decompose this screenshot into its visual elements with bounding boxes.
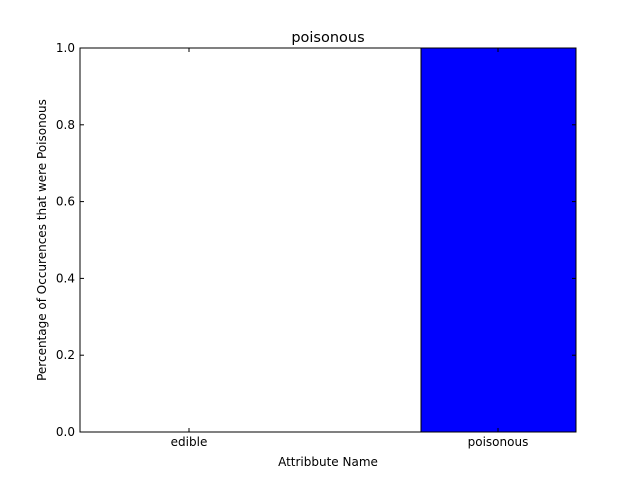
y-tick-label: 0.8 [56,118,75,132]
x-axis: edible poisonous [171,48,529,449]
y-tick-label: 0.2 [56,348,75,362]
bar-poisonous [420,47,577,433]
y-tick-label: 0.6 [56,195,75,209]
bars-layer [420,47,577,433]
x-tick-label-edible: edible [171,435,208,449]
y-tick-label: 1.0 [56,41,75,55]
chart-title: poisonous [291,30,364,46]
y-tick-label: 0.4 [56,271,75,285]
y-tick-label: 0.0 [56,425,75,439]
plot-frame [79,47,577,433]
x-axis-label: Attribbute Name [278,455,378,469]
y-axis: 0.0 0.2 0.4 0.6 0.8 1.0 [56,41,576,439]
y-axis-label: Percentage of Occurences that were Poiso… [35,99,49,381]
x-tick-label-poisonous: poisonous [468,435,529,449]
